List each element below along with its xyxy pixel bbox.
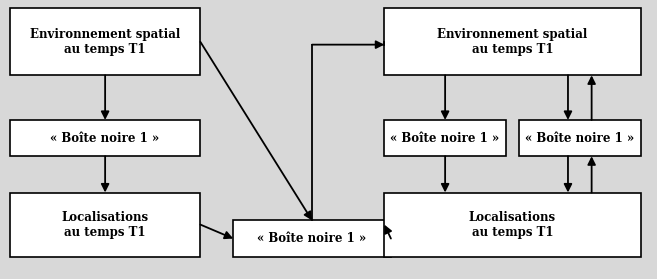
Text: Localisations
au temps T1: Localisations au temps T1 [62,211,148,239]
FancyBboxPatch shape [384,193,641,257]
FancyBboxPatch shape [519,120,641,156]
FancyBboxPatch shape [233,220,391,257]
Text: Environnement spatial
au temps T1: Environnement spatial au temps T1 [438,28,587,56]
Text: « Boîte noire 1 »: « Boîte noire 1 » [390,132,500,145]
Text: « Boîte noire 1 »: « Boîte noire 1 » [51,132,160,145]
FancyBboxPatch shape [384,120,506,156]
Text: « Boîte noire 1 »: « Boîte noire 1 » [525,132,635,145]
Text: Localisations
au temps T1: Localisations au temps T1 [469,211,556,239]
FancyBboxPatch shape [10,120,200,156]
Text: « Boîte noire 1 »: « Boîte noire 1 » [258,232,367,245]
FancyBboxPatch shape [384,8,641,75]
FancyBboxPatch shape [10,193,200,257]
FancyBboxPatch shape [10,8,200,75]
Text: Environnement spatial
au temps T1: Environnement spatial au temps T1 [30,28,180,56]
